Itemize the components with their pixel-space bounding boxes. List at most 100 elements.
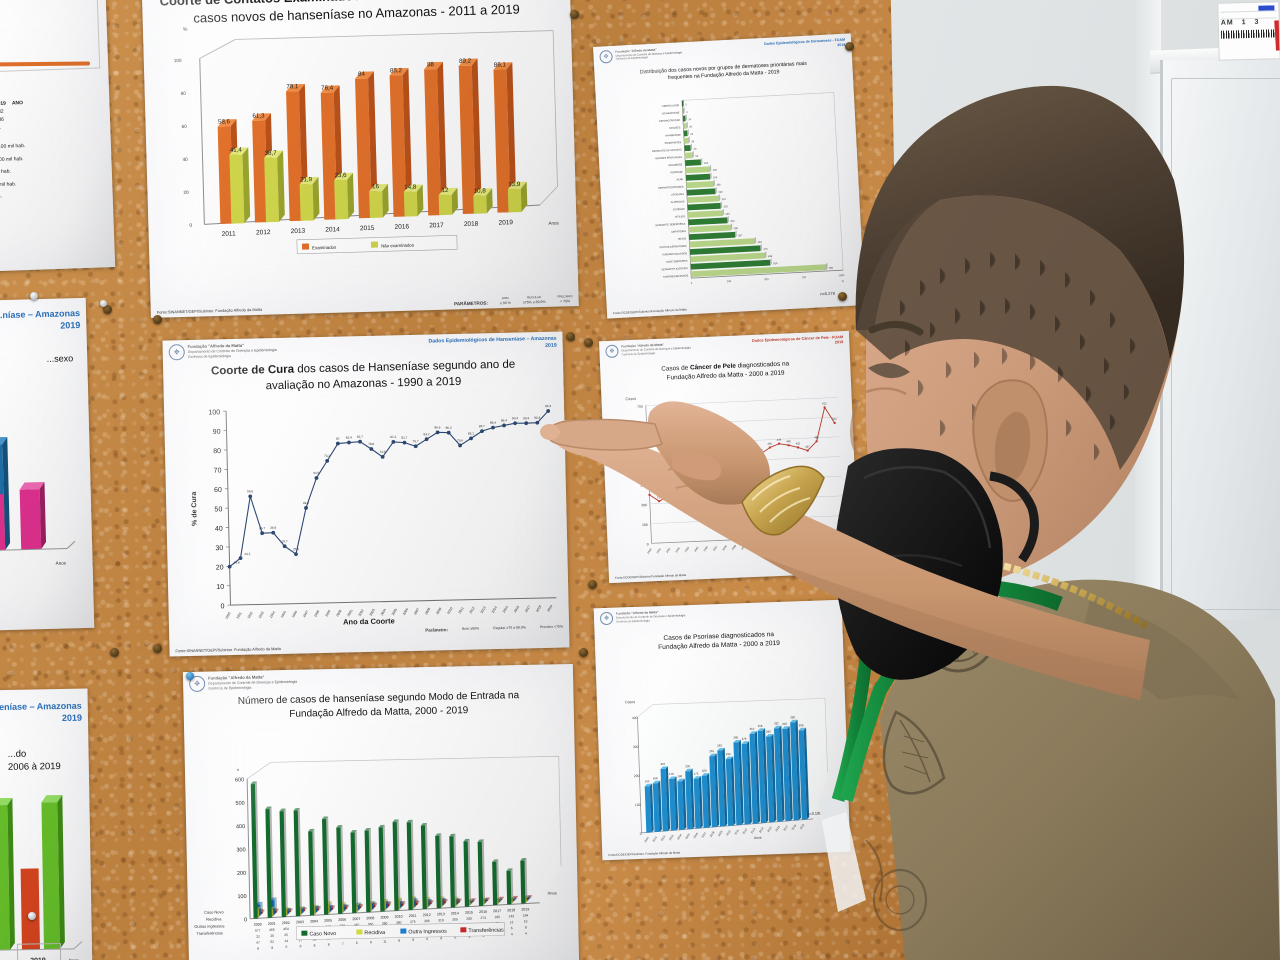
push-pin[interactable]: [103, 305, 112, 314]
modo-yticks: 0 100 200 300 400 500 600: [235, 777, 247, 923]
svg-text:2012: 2012: [256, 229, 271, 236]
svg-text:79,7: 79,7: [413, 439, 419, 443]
svg-text:8: 8: [271, 946, 273, 950]
svg-text:20: 20: [216, 564, 224, 571]
svg-text:47: 47: [256, 941, 260, 945]
poster-psoriase[interactable]: ✥ Fundação "Alfredo da Matta" Departamen…: [593, 599, 851, 861]
svg-text:2006: 2006: [702, 545, 709, 552]
contatos-xlabels: 2011 2012 2013 2014 2015 2016 2017 2018 2019: [222, 219, 514, 238]
svg-text:89,4: 89,4: [501, 418, 507, 422]
svg-text:16: 16: [688, 118, 692, 121]
contatos-chart: % 100 80 60 40 20 0 58,6 41,4 61,3 38,7 78,1…: [174, 27, 560, 255]
svg-text:0: 0: [647, 542, 649, 546]
cancer-chart: Casos 0 100 200 300 400 500 600 700 212 388 430 46…: [625, 397, 846, 555]
svg-text:2010: 2010: [740, 543, 747, 550]
modo-legend-2: Outra Ingressos: [408, 929, 447, 936]
svg-text:1991: 1991: [235, 611, 242, 619]
push-pin[interactable]: [100, 300, 107, 307]
svg-text:74,6: 74,6: [379, 450, 385, 454]
svg-text:DERMATITE SEBORRÉICA: DERMATITE SEBORRÉICA: [655, 223, 685, 228]
contatos-legend-1: Não examinados: [381, 243, 415, 249]
svg-text:2002: 2002: [282, 921, 290, 925]
poster-cancer-pele[interactable]: ✥ Fundação "Alfredo da Matta" Departamen…: [599, 330, 859, 584]
cura-points: [227, 409, 551, 569]
label-code-1: 1: [1241, 19, 1247, 27]
svg-text:2003: 2003: [674, 546, 681, 553]
svg-text:TUBERCULOSE: TUBERCULOSE: [661, 104, 679, 108]
svg-text:86,6: 86,6: [434, 425, 440, 429]
push-pin[interactable]: [845, 42, 854, 51]
svg-text:11: 11: [383, 939, 387, 943]
svg-text:2004: 2004: [684, 546, 691, 553]
svg-text:2003: 2003: [369, 608, 376, 616]
contatos-params: PARÂMETROS: BOM ≥ 90 % REGULAR ≥75% a 89…: [454, 294, 573, 306]
svg-text:0: 0: [640, 832, 642, 836]
svg-text:190: 190: [718, 191, 723, 194]
svg-text:2013: 2013: [291, 228, 306, 235]
poster-left-top[interactable]: 2016 2017 2018 2019 ANO 5,42 5,96 2,26 1…: [0, 0, 116, 273]
lb-lastyear: 2019: [30, 957, 46, 960]
svg-text:90: 90: [213, 429, 221, 436]
poster-modo-entrada[interactable]: ✥ Fundação "Alfredo da Matta" Departamen…: [182, 663, 580, 960]
svg-text:ECZEMAS: ECZEMAS: [673, 208, 685, 212]
push-pin[interactable]: [153, 315, 162, 324]
svg-text:454: 454: [283, 927, 289, 931]
push-pin[interactable]: [110, 648, 119, 657]
lt-r2c3: 3,11: [0, 125, 1, 131]
push-pin[interactable]: [186, 672, 194, 680]
push-pin[interactable]: [30, 292, 38, 300]
svg-text:2005: 2005: [684, 832, 691, 840]
svg-text:466: 466: [269, 928, 275, 932]
svg-text:2005: 2005: [391, 608, 398, 616]
contatos-params-label: PARÂMETROS:: [454, 299, 489, 306]
svg-text:500: 500: [639, 444, 645, 448]
svg-text:TUMORES MALIGNOS: TUMORES MALIGNOS: [662, 252, 688, 256]
cura-ylabel: % de Cura: [191, 491, 199, 525]
svg-text:79,6: 79,6: [457, 438, 463, 442]
svg-text:0: 0: [244, 917, 247, 923]
svg-text:2009: 2009: [717, 829, 724, 837]
poster-left-bottom[interactable]: ...anseníase – Amazonas 2019 ...do 2006 …: [0, 688, 93, 960]
lm-chart: Anos: [0, 436, 76, 566]
svg-text:36,7: 36,7: [259, 526, 265, 530]
contatos-param1-value: ≥75% a 89,9%: [522, 299, 546, 305]
svg-text:83,1: 83,1: [468, 431, 474, 435]
svg-text:7: 7: [342, 942, 344, 946]
push-pin[interactable]: [588, 580, 597, 589]
svg-text:2012: 2012: [741, 827, 748, 835]
svg-text:498: 498: [768, 255, 773, 258]
svg-text:10: 10: [216, 584, 224, 591]
push-pin[interactable]: [838, 292, 847, 301]
poster-coorte-cura[interactable]: ✥ Fundação "Alfredo da Matta" Departamen…: [162, 331, 570, 657]
svg-text:160: 160: [713, 169, 718, 172]
modo-title1: Número de casos de hanseníase segundo Mo…: [237, 690, 520, 707]
svg-text:100: 100: [237, 894, 246, 900]
svg-text:2016: 2016: [479, 910, 487, 914]
push-pin[interactable]: [153, 644, 162, 653]
svg-text:360: 360: [382, 921, 388, 925]
svg-text:345: 345: [354, 923, 360, 927]
svg-text:322: 322: [774, 721, 779, 725]
modo-org3: Gerência de Epidemiologia: [208, 685, 252, 691]
svg-text:2013: 2013: [437, 912, 445, 916]
svg-text:400: 400: [632, 716, 638, 720]
poster-dermatoses[interactable]: ✥ Fundação "Alfredo da Matta" Departamen…: [593, 33, 865, 319]
svg-text:2016: 2016: [395, 223, 410, 230]
svg-text:1000: 1000: [838, 273, 845, 277]
push-pin[interactable]: [584, 338, 593, 347]
svg-text:ALOPECIAS: ALOPECIAS: [671, 200, 685, 204]
svg-text:2011: 2011: [733, 828, 740, 835]
poster-contatos-examinados[interactable]: ✥ Fundação "Alfredo da Matta" Departamen…: [141, 0, 579, 318]
label-red-stripe: [1274, 19, 1280, 51]
svg-text:308: 308: [799, 723, 804, 727]
svg-text:172: 172: [694, 772, 699, 776]
svg-text:2015: 2015: [465, 911, 473, 915]
push-pin[interactable]: [28, 912, 36, 920]
svg-text:2015: 2015: [360, 225, 375, 232]
push-pin[interactable]: [570, 10, 579, 19]
svg-text:20: 20: [689, 125, 693, 128]
push-pin[interactable]: [579, 648, 588, 657]
push-pin[interactable]: [566, 332, 575, 341]
poster-left-mid[interactable]: ...níase – Amazonas 2019 ...sexo: [0, 297, 95, 633]
svg-text:100: 100: [174, 58, 182, 63]
